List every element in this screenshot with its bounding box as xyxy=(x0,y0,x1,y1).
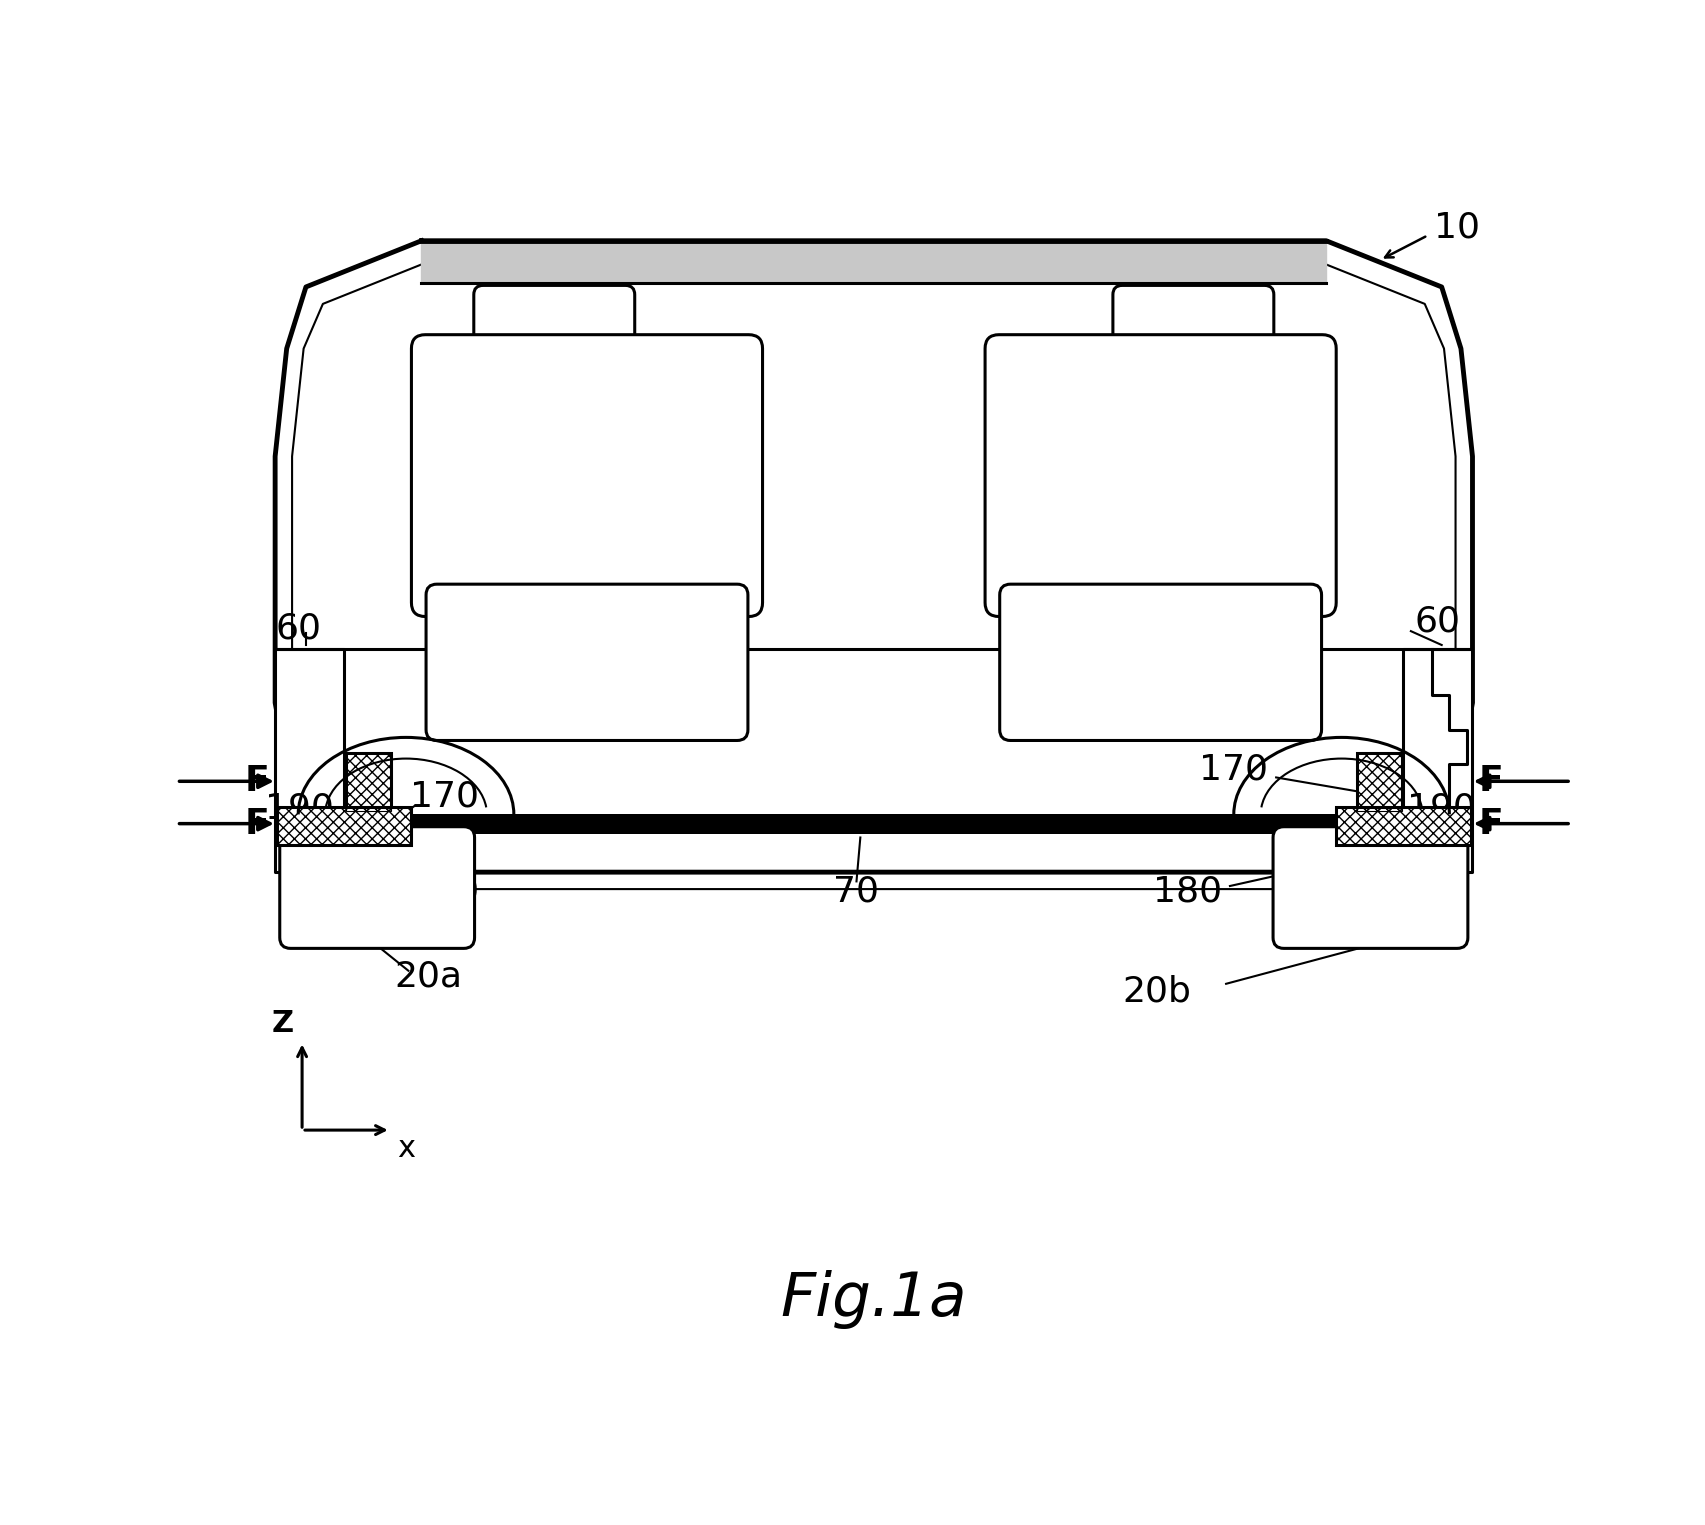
Polygon shape xyxy=(275,241,1473,872)
Text: x: x xyxy=(397,1135,414,1164)
Text: 65: 65 xyxy=(1361,851,1407,886)
Bar xyxy=(346,753,390,811)
Bar xyxy=(276,807,411,845)
FancyBboxPatch shape xyxy=(985,334,1337,616)
Text: 170: 170 xyxy=(1199,753,1269,787)
FancyBboxPatch shape xyxy=(474,285,634,361)
Text: 190: 190 xyxy=(1407,791,1477,825)
Text: 180: 180 xyxy=(1153,874,1222,909)
Text: 70: 70 xyxy=(834,874,880,909)
FancyBboxPatch shape xyxy=(1274,827,1468,949)
Bar xyxy=(346,753,390,811)
Bar xyxy=(1337,807,1471,845)
FancyBboxPatch shape xyxy=(280,827,474,949)
Text: F: F xyxy=(244,764,269,798)
Text: 180: 180 xyxy=(409,874,479,909)
Bar xyxy=(1357,753,1402,811)
Text: 20b: 20b xyxy=(1122,974,1192,1008)
Text: F: F xyxy=(1478,807,1504,840)
Text: 100: 100 xyxy=(280,881,348,917)
FancyBboxPatch shape xyxy=(1113,285,1274,361)
Text: 60: 60 xyxy=(275,612,321,645)
Bar xyxy=(1337,807,1471,845)
Polygon shape xyxy=(1287,648,1473,883)
Text: F: F xyxy=(1478,764,1504,798)
Bar xyxy=(1357,753,1402,811)
Text: F: F xyxy=(244,807,269,840)
Text: 190: 190 xyxy=(266,791,334,825)
Text: 10: 10 xyxy=(1434,210,1480,244)
Text: 170: 170 xyxy=(409,779,479,814)
Text: Z: Z xyxy=(271,1008,293,1037)
FancyBboxPatch shape xyxy=(426,584,748,741)
Text: Fig.1a: Fig.1a xyxy=(781,1270,967,1328)
FancyBboxPatch shape xyxy=(411,334,762,616)
FancyBboxPatch shape xyxy=(999,584,1321,741)
Text: 100: 100 xyxy=(1369,881,1437,917)
Text: 20a: 20a xyxy=(394,959,462,993)
Polygon shape xyxy=(275,648,460,883)
Text: 60: 60 xyxy=(1415,605,1461,639)
Bar xyxy=(276,807,411,845)
